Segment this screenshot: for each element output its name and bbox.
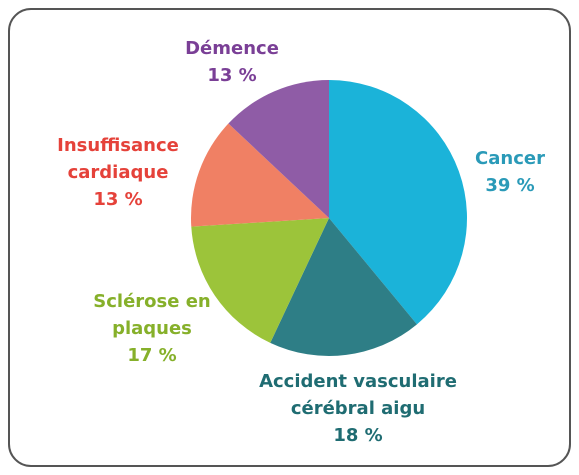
value-label: 39 %: [485, 175, 535, 196]
value-label: 13 %: [207, 65, 257, 86]
value-label: 18 %: [333, 425, 383, 446]
category-label: Cancer: [475, 148, 545, 169]
pie-slice: [191, 123, 329, 227]
category-label: Insuffisance cardiaque: [57, 135, 179, 183]
category-label: Accident vasculaire cérébral aigu: [259, 371, 457, 419]
pie-slice: [228, 80, 329, 218]
value-label: 17 %: [127, 345, 177, 366]
category-label: Démence: [185, 38, 279, 59]
slice-label: Insuffisance cardiaque 13 %: [43, 132, 193, 213]
pie-slice: [270, 218, 417, 357]
value-label: 13 %: [93, 189, 143, 210]
slice-label: Sclérose en plaques 17 %: [82, 288, 222, 369]
pie-slice: [191, 218, 329, 343]
slice-label: Accident vasculaire cérébral aigu 18 %: [228, 368, 488, 449]
category-label: Sclérose en plaques: [93, 291, 211, 339]
slice-label: Cancer 39 %: [450, 145, 570, 199]
slice-label: Démence 13 %: [172, 35, 292, 89]
pie-slice: [329, 80, 468, 325]
